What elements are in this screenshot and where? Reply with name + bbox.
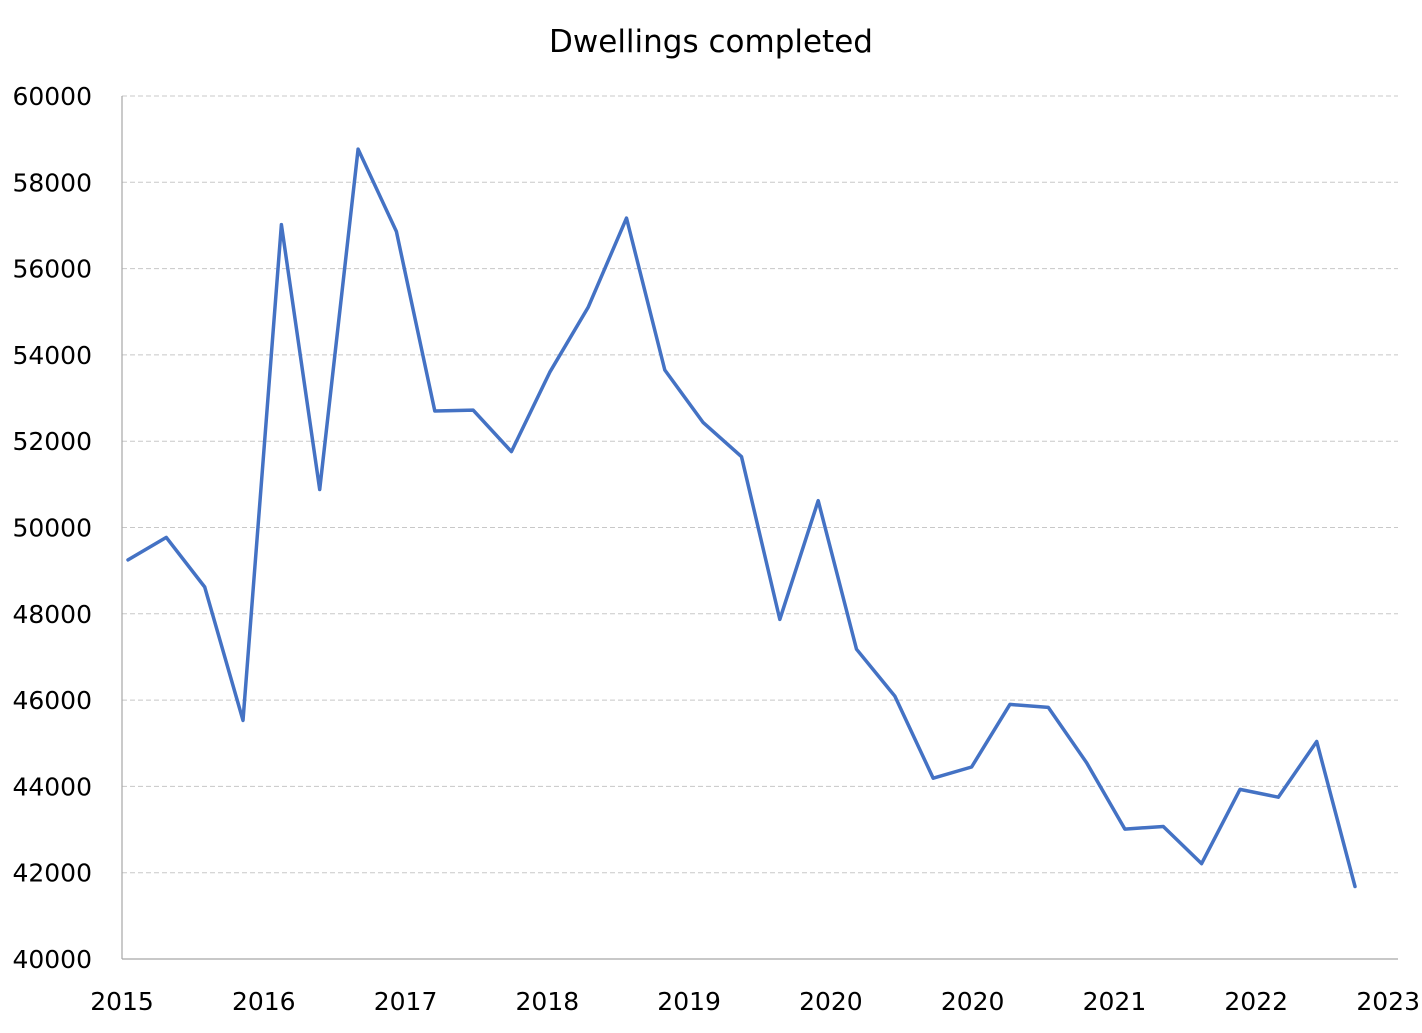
data-point <box>814 497 822 505</box>
data-point <box>546 368 554 376</box>
y-tick-label: 52000 <box>12 427 92 456</box>
gridlines <box>122 95 1398 874</box>
data-point <box>1313 738 1321 746</box>
data-point <box>239 716 247 724</box>
x-tick-label: 2015 <box>90 987 154 1016</box>
x-tick-label: 2020 <box>799 987 863 1016</box>
data-point <box>1198 860 1206 868</box>
data-point <box>392 228 400 236</box>
y-tick-label: 44000 <box>12 772 92 801</box>
x-tick-label: 2017 <box>374 987 438 1016</box>
data-point <box>277 221 285 229</box>
x-tick-label: 2020 <box>941 987 1005 1016</box>
series-line <box>126 147 1357 889</box>
y-tick-label: 56000 <box>12 255 92 284</box>
y-tick-label: 50000 <box>12 514 92 543</box>
y-tick-label: 46000 <box>12 686 92 715</box>
chart-title: Dwellings completed <box>549 24 873 60</box>
data-point <box>776 615 784 623</box>
data-point <box>929 774 937 782</box>
data-point <box>1274 793 1282 801</box>
data-point <box>584 303 592 311</box>
data-point <box>699 419 707 427</box>
data-point <box>162 533 170 541</box>
data-point <box>316 486 324 494</box>
data-point <box>1159 823 1167 831</box>
data-point <box>1083 759 1091 767</box>
data-point <box>431 407 439 415</box>
data-point <box>738 453 746 461</box>
x-tick-label: 2019 <box>657 987 721 1016</box>
data-point <box>1351 883 1359 891</box>
data-point <box>891 692 899 700</box>
data-point <box>124 556 132 564</box>
series-layer <box>124 145 1359 891</box>
data-point <box>507 448 515 456</box>
data-point <box>853 645 861 653</box>
data-point <box>469 406 477 414</box>
x-tick-label: 2016 <box>232 987 296 1016</box>
x-axis-ticks: 2015 2016 2017 2018 2019 2020 2020 2021 2022 2023 <box>90 987 1420 1016</box>
data-point <box>201 583 209 591</box>
y-axis-ticks: 40000 42000 44000 46000 48000 50000 52000 54000… <box>12 82 92 974</box>
data-point <box>1044 703 1052 711</box>
y-tick-label: 58000 <box>12 168 92 197</box>
data-point <box>623 214 631 222</box>
data-point <box>661 366 669 374</box>
y-tick-label: 48000 <box>12 600 92 629</box>
data-point <box>1236 785 1244 793</box>
data-point <box>1006 700 1014 708</box>
axes <box>121 96 1398 960</box>
data-point <box>354 145 362 153</box>
data-point <box>1121 825 1129 833</box>
y-tick-label: 60000 <box>12 82 92 111</box>
x-tick-label: 2023 <box>1356 987 1420 1016</box>
y-tick-label: 54000 <box>12 341 92 370</box>
x-tick-label: 2022 <box>1224 987 1288 1016</box>
y-tick-label: 40000 <box>12 945 92 974</box>
x-tick-label: 2021 <box>1083 987 1147 1016</box>
x-tick-label: 2018 <box>516 987 580 1016</box>
y-tick-label: 42000 <box>12 859 92 888</box>
data-point <box>968 763 976 771</box>
